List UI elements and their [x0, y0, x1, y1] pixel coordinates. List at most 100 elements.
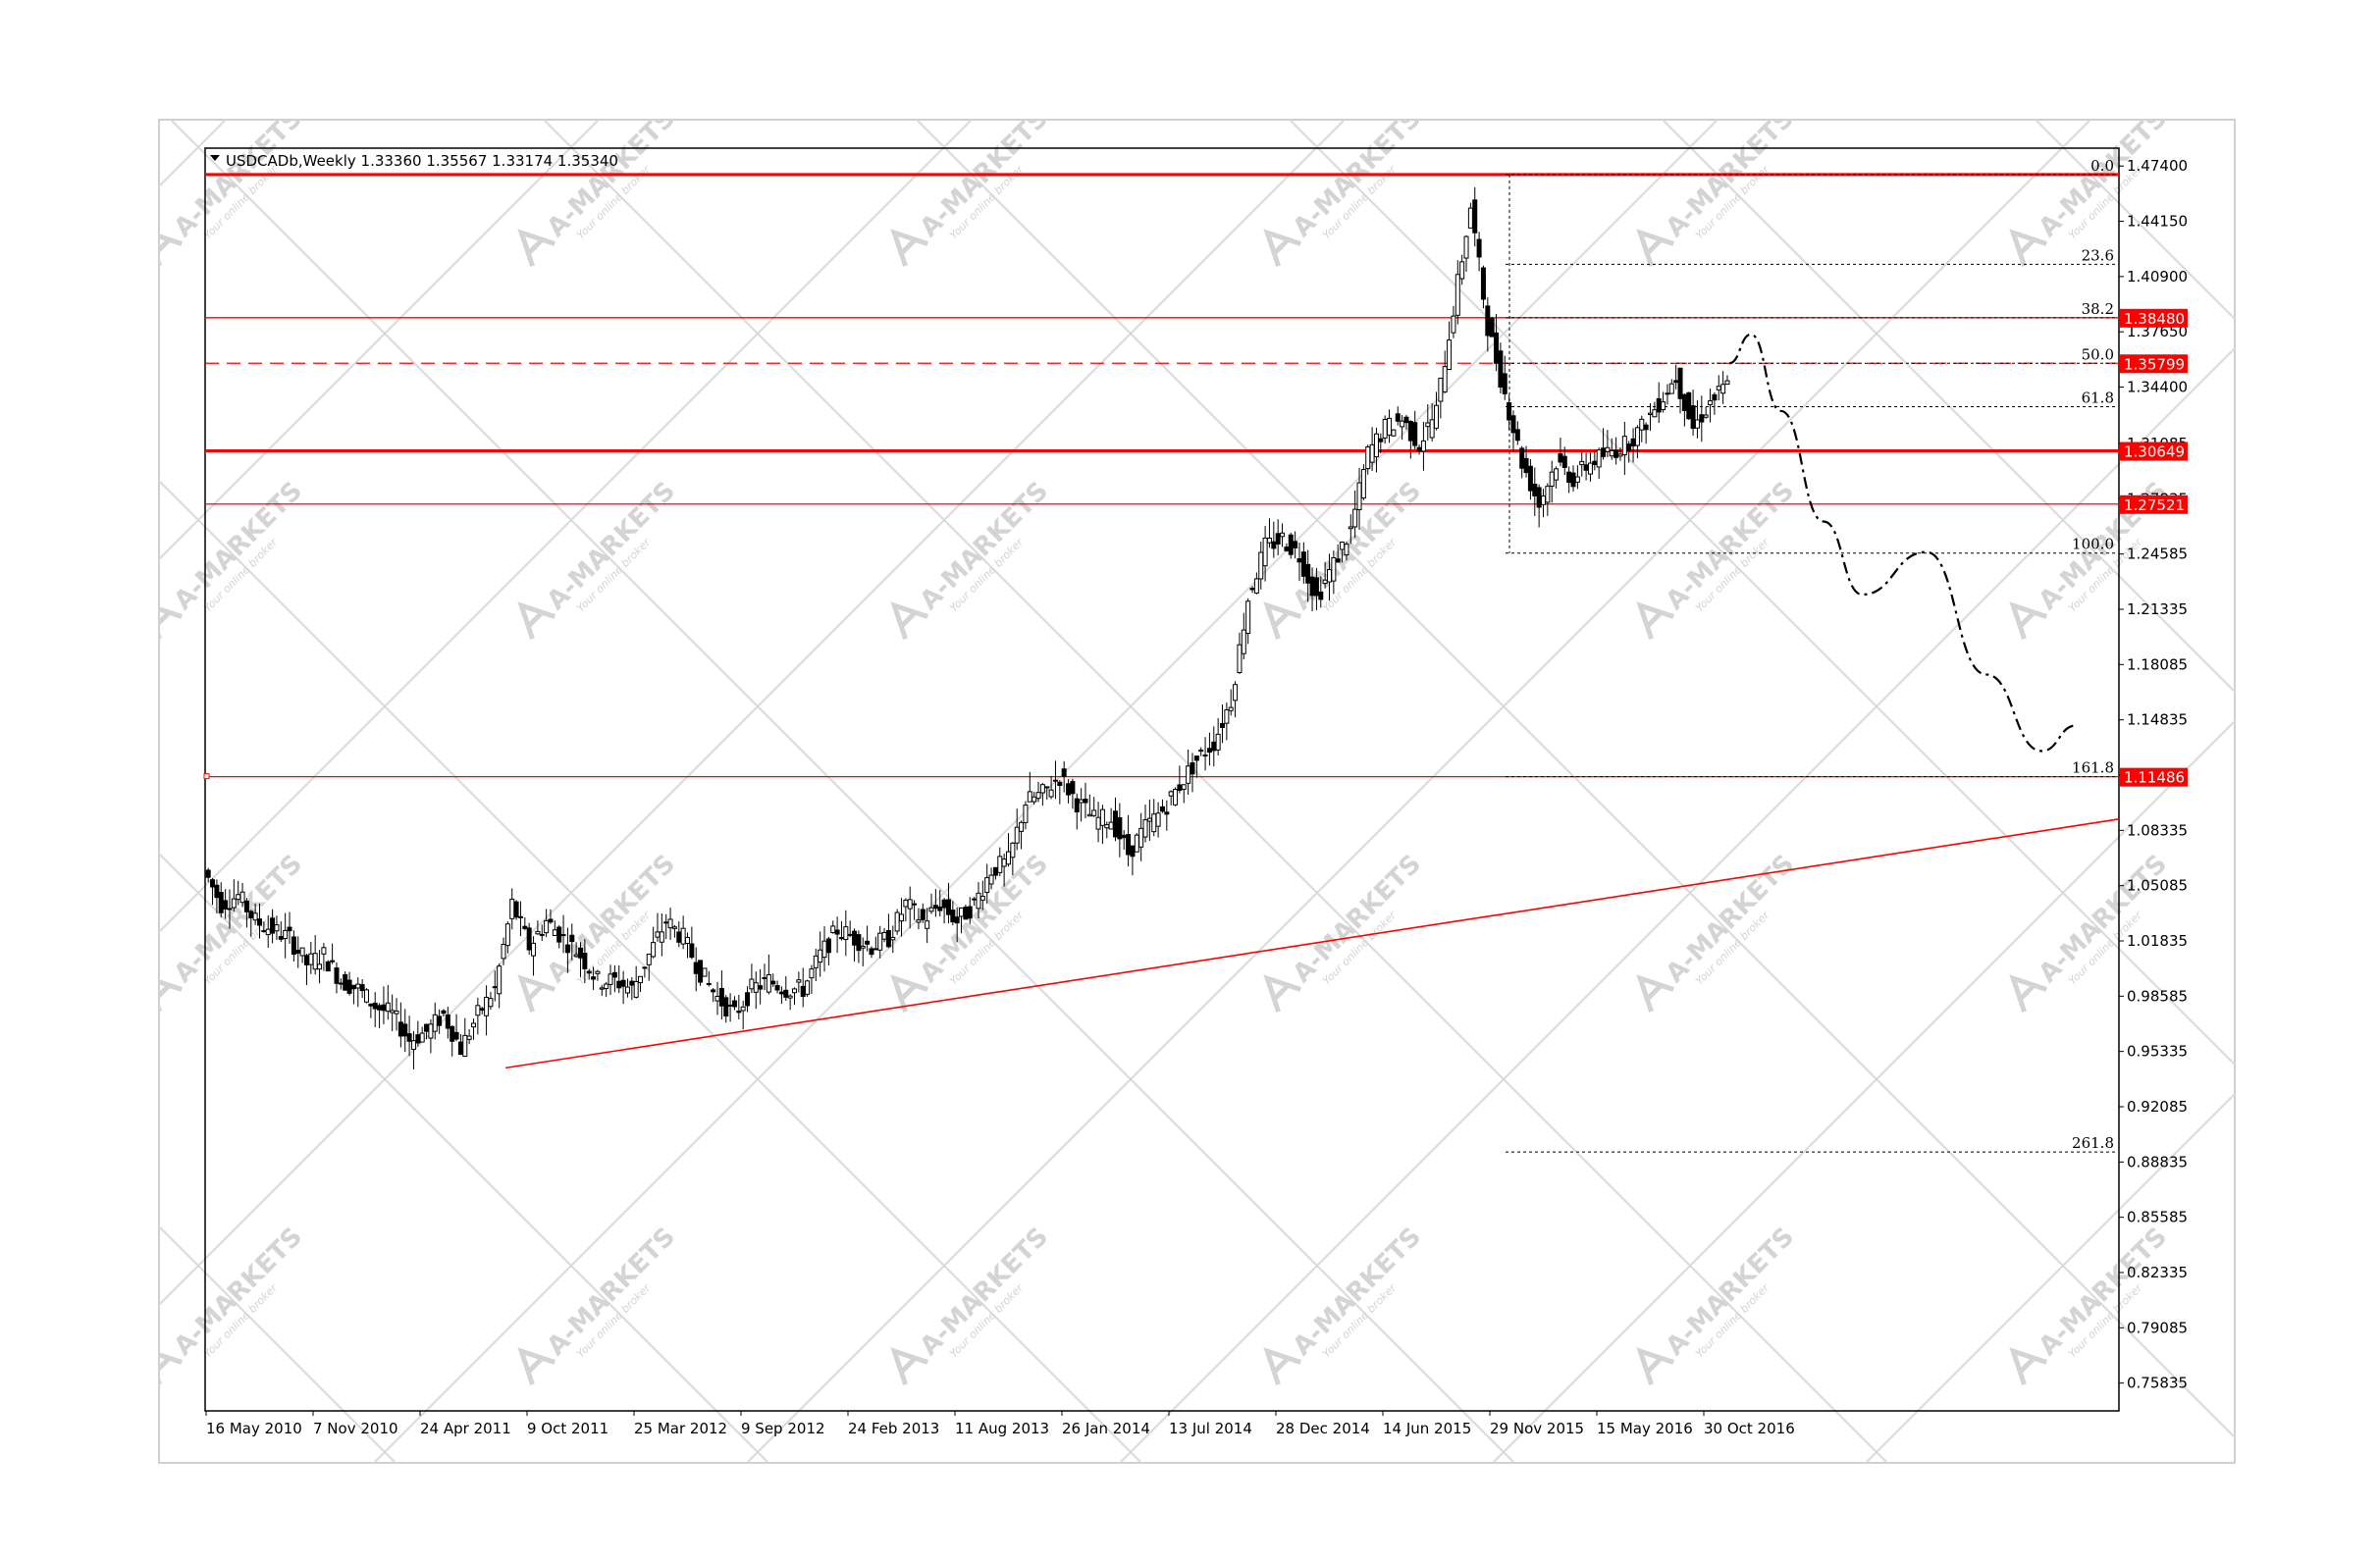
y-tick-label: 1.01835	[2127, 932, 2188, 950]
candle-body	[295, 950, 301, 954]
candle-body	[1010, 842, 1016, 859]
projection-layer[interactable]	[1728, 333, 2077, 753]
candle-body	[578, 947, 583, 959]
candle-body	[1177, 784, 1183, 791]
candle-body	[778, 991, 784, 995]
candle-body	[714, 995, 720, 1002]
candle-body	[1378, 438, 1384, 442]
candle-body	[497, 965, 502, 995]
watermark-line	[2034, 120, 2235, 321]
x-tick-label: 25 Mar 2012	[634, 1420, 727, 1437]
candle-body	[1694, 419, 1700, 429]
fibonacci-retracement[interactable]: 0.0 23.6 38.2 50.0 61.8 100.0 161.8 261.8	[1506, 157, 2117, 1153]
a-markets-logo-icon	[890, 601, 928, 640]
candle-body	[932, 905, 938, 910]
x-tick-label: 14 Jun 2015	[1383, 1420, 1471, 1437]
watermark-line	[159, 120, 1347, 1307]
a-markets-logo-icon	[1636, 1347, 1674, 1385]
candle-body	[689, 943, 695, 959]
candle-body	[916, 919, 922, 923]
watermark-brand: A-MARKETS	[915, 476, 1054, 615]
candle-body	[1592, 460, 1598, 465]
candle-body	[1596, 449, 1602, 468]
ascending-trendline[interactable]	[505, 818, 2120, 1069]
candle-body	[321, 947, 327, 955]
candle-body	[1438, 377, 1444, 402]
candle-body	[1429, 419, 1435, 439]
candle-body	[1027, 791, 1032, 803]
candle-body	[1601, 447, 1607, 457]
candle-body	[865, 940, 871, 945]
collapse-triangle-icon[interactable]	[210, 155, 220, 161]
symbol-header: USDCADb,Weekly 1.33360 1.35567 1.33174 1…	[226, 152, 618, 170]
candle-body	[492, 986, 498, 989]
a-markets-logo-icon	[1263, 1347, 1301, 1385]
fib-level-label: 23.6	[2082, 246, 2114, 264]
candle-body	[945, 899, 951, 915]
trendline-layer[interactable]	[505, 818, 2120, 1069]
candle-body	[1447, 339, 1453, 371]
candle-body	[967, 906, 973, 919]
candle-body	[218, 892, 224, 913]
candle-body	[410, 1040, 416, 1050]
candle-body	[838, 937, 844, 940]
candle-body	[475, 1005, 481, 1016]
y-tick-label: 1.44150	[2127, 213, 2188, 231]
candle-body	[205, 869, 211, 878]
candle-body	[526, 927, 532, 951]
candle-body	[633, 980, 639, 998]
candle-body	[1271, 541, 1277, 549]
candle-body	[381, 1004, 387, 1012]
candle-body	[1549, 471, 1555, 487]
candle-body	[1198, 750, 1204, 753]
candle-body	[287, 926, 292, 932]
candle-body	[903, 899, 909, 908]
watermark-brand: A-MARKETS	[1288, 1222, 1427, 1361]
candle-body	[1579, 460, 1585, 466]
candle-body	[1373, 433, 1379, 458]
candle-body	[997, 856, 1003, 873]
price-tag-box	[2120, 442, 2188, 461]
candle-body	[937, 906, 943, 911]
candle-body	[611, 971, 617, 978]
y-tick-label: 0.82335	[2127, 1264, 2188, 1281]
candle-body	[1527, 465, 1533, 492]
candle-body	[753, 982, 759, 993]
projection-path[interactable]	[1728, 333, 2077, 753]
candle-body	[680, 927, 686, 945]
candle-body	[1190, 762, 1195, 775]
candle-body	[1117, 817, 1123, 840]
candle-body	[745, 992, 751, 1007]
candle-body	[1412, 422, 1418, 446]
candle-body	[270, 917, 276, 934]
candle-body	[1070, 781, 1076, 795]
candle-body	[1400, 420, 1405, 428]
candle-body	[1241, 629, 1246, 654]
candle-body	[359, 984, 365, 992]
candle-body	[1228, 706, 1234, 711]
candle-body	[1566, 471, 1572, 484]
candle-body	[1454, 274, 1460, 316]
candle-body	[727, 1004, 733, 1007]
candle-body	[488, 998, 494, 1008]
fib-level-label: 261.8	[2072, 1134, 2114, 1152]
candle-body	[813, 955, 819, 968]
candle-body	[317, 963, 323, 970]
level-anchor-marker	[203, 773, 210, 780]
candle-body	[723, 997, 729, 1017]
watermark-line	[159, 1224, 397, 1463]
candle-body	[1309, 576, 1315, 597]
watermark-brand: A-MARKETS	[915, 1222, 1054, 1361]
y-tick-label: 0.95335	[2127, 1043, 2188, 1061]
a-markets-logo-icon	[159, 974, 183, 1013]
candle-body	[552, 929, 557, 937]
candle-body	[1574, 476, 1580, 483]
candle-body	[1220, 722, 1225, 728]
candle-body	[1280, 532, 1286, 538]
candle-body	[1066, 783, 1072, 796]
